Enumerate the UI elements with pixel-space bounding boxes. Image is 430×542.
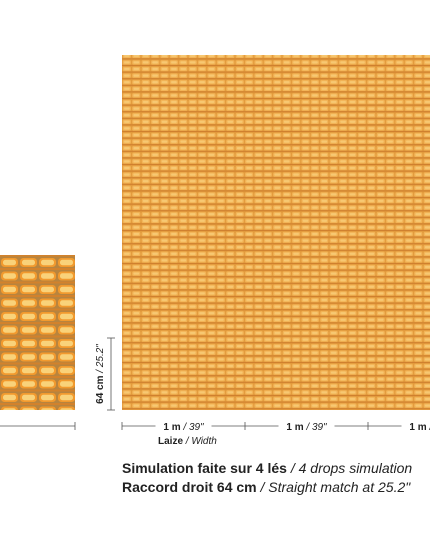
separator: / <box>427 422 430 433</box>
width-caption: Laize / Width <box>158 436 217 447</box>
separator: / <box>287 460 299 476</box>
width-label: 1 m / 39" <box>409 422 430 433</box>
caption-alt: Width <box>191 436 217 447</box>
width-value: 1 m <box>409 422 426 433</box>
width-value: 1 m <box>286 422 303 433</box>
width-alt: 39" <box>189 422 204 433</box>
swatch-small <box>0 255 75 410</box>
caption-label: Laize <box>158 436 183 447</box>
height-label: 64 cm / 25.2" <box>95 344 106 404</box>
note-alt: 4 drops simulation <box>299 460 413 476</box>
height-alt: 25.2" <box>95 344 106 368</box>
separator: / <box>181 422 189 433</box>
note-alt: Straight match at 25.2" <box>268 479 411 495</box>
note: Simulation faite sur 4 lés / 4 drops sim… <box>122 460 412 476</box>
separator: / <box>304 422 312 433</box>
height-value: 64 cm <box>95 375 106 403</box>
separator: / <box>95 367 106 375</box>
width-label: 1 m / 39" <box>286 422 327 433</box>
note: Raccord droit 64 cm / Straight match at … <box>122 479 411 495</box>
width-value: 1 m <box>163 422 180 433</box>
separator: / <box>257 479 269 495</box>
width-alt: 39" <box>312 422 327 433</box>
wallpaper-simulation <box>122 55 430 410</box>
note-text: Simulation faite sur 4 lés <box>122 460 287 476</box>
width-label: 1 m / 39" <box>163 422 204 433</box>
separator: / <box>183 436 191 447</box>
note-text: Raccord droit 64 cm <box>122 479 257 495</box>
